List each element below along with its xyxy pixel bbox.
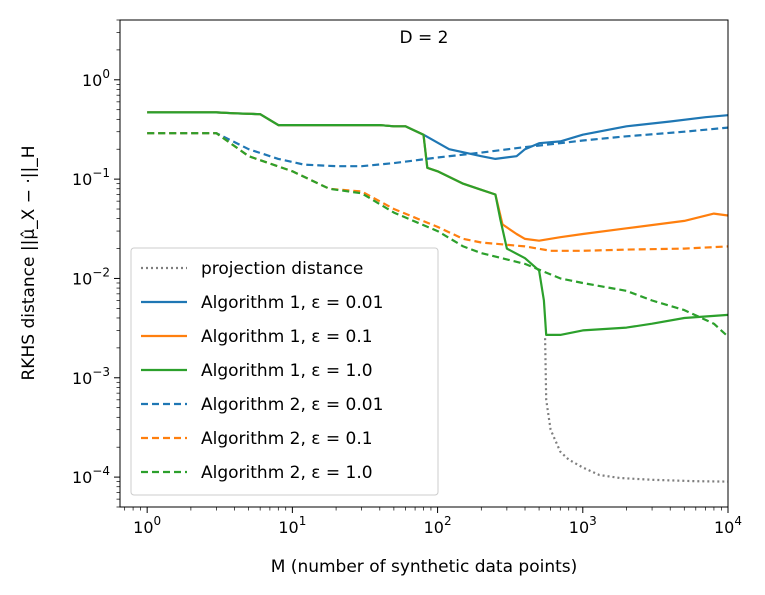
y-tick-label: 10−3 (72, 365, 110, 388)
legend-label-4: Algorithm 2, ε = 0.01 (201, 395, 383, 415)
y-tick-base: 10 (82, 71, 102, 90)
y-tick-base: 10 (72, 170, 92, 189)
x-axis-label: M (number of synthetic data points) (271, 557, 578, 577)
x-tick-label: 104 (714, 514, 742, 537)
y-tick-exponent: −4 (92, 464, 110, 478)
y-tick-base: 10 (72, 468, 92, 487)
x-tick-exponent: 2 (444, 514, 452, 528)
legend-label-main: Algorithm 1, (201, 293, 311, 313)
legend-label-main: Algorithm 2, (201, 463, 311, 483)
series-line-3 (147, 111, 728, 336)
legend-label-main: projection distance (201, 259, 363, 279)
y-axis-label: RKHS distance ||μ̂_X − ·||_H (19, 146, 39, 381)
legend-label-3: Algorithm 1, ε = 1.0 (201, 361, 373, 381)
series-line-6 (147, 132, 728, 338)
y-tick-exponent: −1 (92, 166, 110, 180)
legend-label-epsilon: ε = 0.01 (311, 395, 383, 415)
legend-label-main: Algorithm 1, (201, 361, 311, 381)
series-line-4 (147, 126, 728, 168)
legend-label-2: Algorithm 1, ε = 0.1 (201, 327, 373, 347)
y-tick-exponent: 0 (102, 67, 110, 81)
y-tick-label: 10−2 (72, 265, 110, 288)
legend-label-epsilon: ε = 1.0 (311, 463, 372, 483)
y-tick-label: 10−4 (72, 464, 110, 487)
legend-label-epsilon: ε = 0.01 (311, 293, 383, 313)
x-tick-label: 100 (133, 514, 161, 537)
legend-label-0: projection distance (201, 259, 363, 279)
legend-label-epsilon: ε = 0.1 (311, 327, 372, 347)
x-tick-exponent: 4 (734, 514, 742, 528)
x-tick-label: 102 (424, 514, 452, 537)
x-tick-base: 10 (424, 518, 444, 537)
y-tick-label: 100 (82, 67, 110, 90)
chart-title: D = 2 (400, 28, 449, 48)
plot-frame (119, 19, 729, 508)
x-tick-exponent: 0 (154, 514, 162, 528)
x-tick-base: 10 (278, 518, 298, 537)
series-line-0 (544, 338, 728, 483)
y-tick-base: 10 (72, 269, 92, 288)
y-tick-label: 10−1 (72, 166, 110, 189)
series-group (147, 111, 728, 483)
x-tick-exponent: 3 (589, 514, 597, 528)
x-tick-exponent: 1 (299, 514, 307, 528)
x-tick-label: 103 (569, 514, 597, 537)
y-tick-exponent: −3 (92, 365, 110, 379)
legend-label-main: Algorithm 2, (201, 395, 311, 415)
x-tick-base: 10 (714, 518, 734, 537)
x-tick-base: 10 (133, 518, 153, 537)
y-tick-base: 10 (72, 369, 92, 388)
legend-label-epsilon: ε = 1.0 (311, 361, 372, 381)
legend: projection distance Algorithm 1, ε = 0.01… (130, 247, 439, 496)
legend-label-1: Algorithm 1, ε = 0.01 (201, 293, 383, 313)
legend-box (130, 247, 439, 496)
y-tick-exponent: −2 (92, 265, 110, 279)
legend-label-main: Algorithm 2, (201, 429, 311, 449)
legend-label-5: Algorithm 2, ε = 0.1 (201, 429, 373, 449)
legend-label-6: Algorithm 2, ε = 1.0 (201, 463, 373, 483)
legend-label-main: Algorithm 1, (201, 327, 311, 347)
x-tick-base: 10 (569, 518, 589, 537)
x-tick-label: 101 (278, 514, 306, 537)
plot-area (147, 111, 728, 483)
legend-label-epsilon: ε = 0.1 (311, 429, 372, 449)
